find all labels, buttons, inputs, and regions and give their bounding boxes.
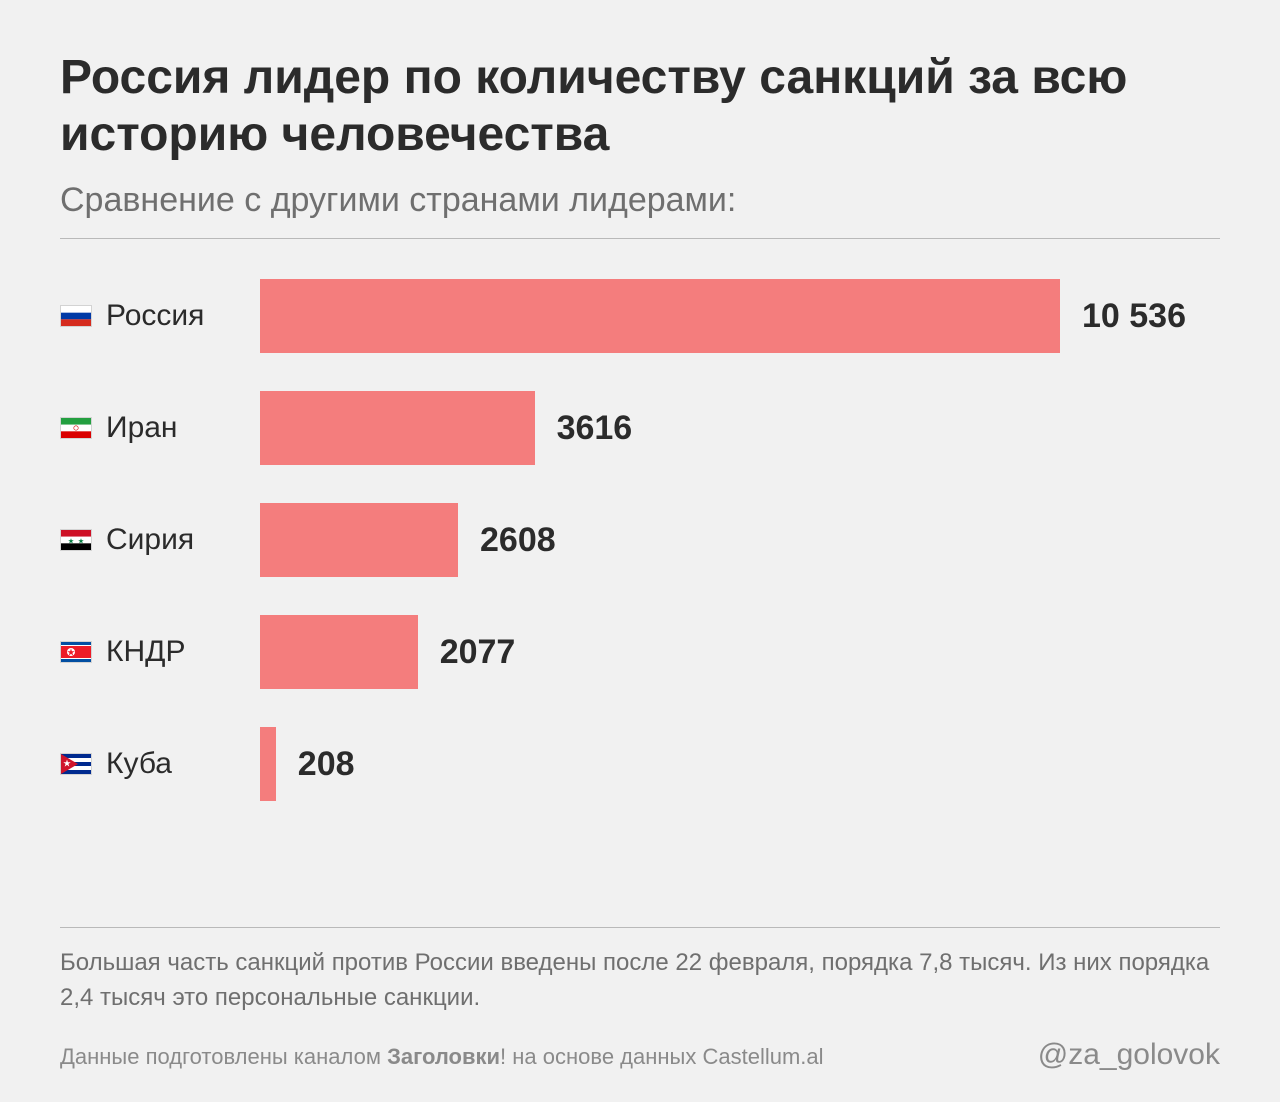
divider-bottom (60, 927, 1220, 928)
bar-chart: Россия 10 536 Иран 3616 Сирия 2608 КНДР 2077 Куб… (60, 279, 1220, 897)
bar-value: 3616 (557, 409, 633, 448)
divider-top (60, 238, 1220, 239)
source-suffix: ! на основе данных Castellum.al (500, 1044, 823, 1069)
bar-wrap: 3616 (260, 391, 1220, 465)
bar-wrap: 2077 (260, 615, 1220, 689)
chart-title: Россия лидер по количеству санкций за вс… (60, 50, 1220, 163)
label-cell: КНДР (60, 635, 260, 669)
infographic-canvas: Россия лидер по количеству санкций за вс… (0, 0, 1280, 1102)
footnote: Большая часть санкций против России введ… (60, 946, 1220, 1016)
label-cell: Иран (60, 411, 260, 445)
bar (260, 391, 535, 465)
bar (260, 727, 276, 801)
country-label: Иран (106, 411, 178, 445)
credits-row: Данные подготовлены каналом Заголовки! н… (60, 1038, 1220, 1072)
bar-wrap: 10 536 (260, 279, 1220, 353)
bar-row: Россия 10 536 (60, 279, 1220, 353)
label-cell: Куба (60, 747, 260, 781)
bar-row: Куба 208 (60, 727, 1220, 801)
chart-subtitle: Сравнение с другими странами лидерами: (60, 181, 1220, 220)
bar-row: Иран 3616 (60, 391, 1220, 465)
country-label: КНДР (106, 635, 185, 669)
source-prefix: Данные подготовлены каналом (60, 1044, 387, 1069)
bar-wrap: 208 (260, 727, 1220, 801)
country-label: Куба (106, 747, 172, 781)
bar-row: КНДР 2077 (60, 615, 1220, 689)
bar (260, 615, 418, 689)
kp-flag-icon (60, 641, 92, 663)
source-bold: Заголовки (387, 1044, 500, 1069)
bar-value: 2608 (480, 521, 556, 560)
data-source: Данные подготовлены каналом Заголовки! н… (60, 1044, 824, 1070)
country-label: Сирия (106, 523, 194, 557)
ir-flag-icon (60, 417, 92, 439)
bar (260, 279, 1060, 353)
country-label: Россия (106, 299, 204, 333)
ru-flag-icon (60, 305, 92, 327)
channel-handle: @za_golovok (1038, 1038, 1220, 1072)
bar-value: 2077 (440, 633, 516, 672)
bar-row: Сирия 2608 (60, 503, 1220, 577)
bar-wrap: 2608 (260, 503, 1220, 577)
label-cell: Россия (60, 299, 260, 333)
label-cell: Сирия (60, 523, 260, 557)
bar-value: 10 536 (1082, 297, 1186, 336)
bar-value: 208 (298, 745, 355, 784)
bar (260, 503, 458, 577)
footer: Большая часть санкций против России введ… (60, 927, 1220, 1072)
cu-flag-icon (60, 753, 92, 775)
sy-flag-icon (60, 529, 92, 551)
